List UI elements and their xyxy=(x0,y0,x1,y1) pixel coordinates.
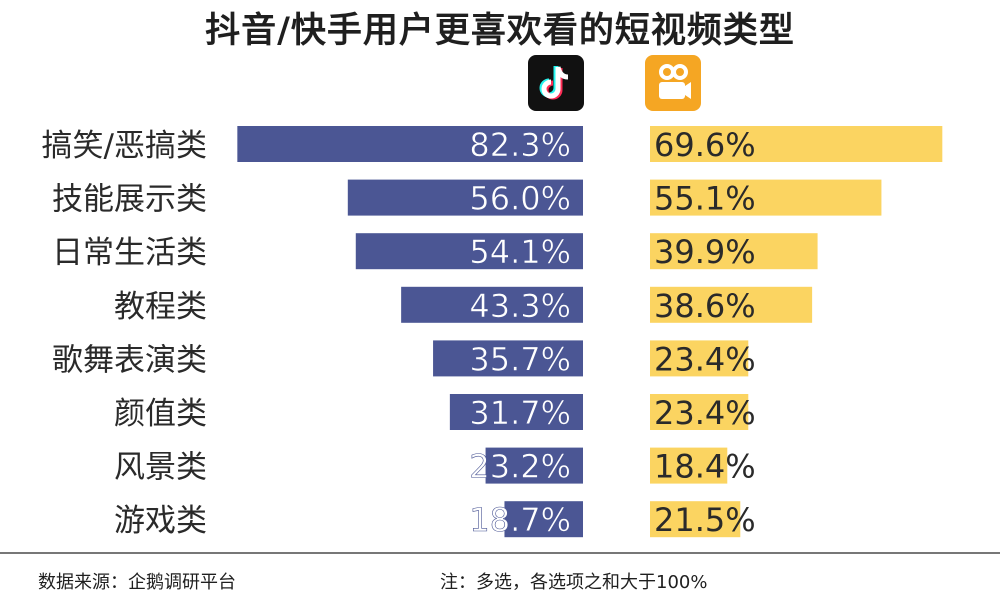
category-label: 颜值类 xyxy=(114,396,207,432)
footer-divider xyxy=(0,552,1000,554)
kuaishou-bar xyxy=(650,179,882,216)
kuaishou-value-label: 23.4% xyxy=(654,394,756,432)
douyin-value-label: 35.7% xyxy=(469,340,571,378)
kuaishou-bar xyxy=(650,394,749,430)
kuaishou-value-label: 23.4% xyxy=(654,340,756,378)
douyin-value-label: 31.7% xyxy=(469,394,571,432)
douyin-logo-icon xyxy=(528,55,584,111)
category-label: 技能展示类 xyxy=(52,182,207,218)
kuaishou-value-label: 55.1% xyxy=(654,180,756,218)
kuaishou-bar xyxy=(650,447,728,484)
category-label: 搞笑/恶搞类 xyxy=(42,128,207,164)
douyin-value-label: 82.3% xyxy=(469,126,571,164)
douyin-bar xyxy=(401,286,583,323)
chart-title: 抖音/快手用户更喜欢看的短视频类型 xyxy=(205,11,795,51)
category-label: 游戏类 xyxy=(114,503,207,539)
douyin-bar xyxy=(355,233,583,270)
category-label: 歌舞表演类 xyxy=(52,342,207,378)
kuaishou-value-label: 38.6% xyxy=(654,287,756,325)
kuaishou-bar xyxy=(650,340,749,377)
category-label: 教程类 xyxy=(114,289,207,325)
kuaishou-bar xyxy=(650,286,813,323)
butterfly-bar-chart: 搞笑/恶搞类 82.3% 69.6% 技能展示类 56.0% 55.1% 日常生活类 54.1… xyxy=(42,126,943,540)
kuaishou-logo-icon xyxy=(645,55,701,111)
douyin-value-label: 23.2% xyxy=(469,448,571,486)
douyin-bar xyxy=(449,394,583,430)
douyin-bar xyxy=(433,340,583,377)
douyin-bar xyxy=(347,179,583,216)
footnote: 注：多选，各选项之和大于100% xyxy=(440,572,708,593)
kuaishou-bar xyxy=(650,501,741,538)
kuaishou-value-label: 18.4% xyxy=(654,448,756,486)
kuaishou-bar xyxy=(650,126,943,162)
kuaishou-bar xyxy=(650,233,818,270)
category-label: 风景类 xyxy=(114,450,207,486)
data-source: 数据来源：企鹅调研平台 xyxy=(38,572,236,593)
kuaishou-value-label: 21.5% xyxy=(654,501,756,539)
category-label: 日常生活类 xyxy=(52,235,207,271)
douyin-bar xyxy=(485,447,583,484)
douyin-value-label: 54.1% xyxy=(469,233,571,271)
douyin-bar xyxy=(237,126,583,162)
douyin-value-label: 43.3% xyxy=(469,287,571,325)
douyin-value-label: 18.7% xyxy=(469,501,571,539)
douyin-value-label: 56.0% xyxy=(469,180,571,218)
kuaishou-value-label: 39.9% xyxy=(654,233,756,271)
douyin-bar xyxy=(504,501,583,538)
kuaishou-value-label: 69.6% xyxy=(654,126,756,164)
